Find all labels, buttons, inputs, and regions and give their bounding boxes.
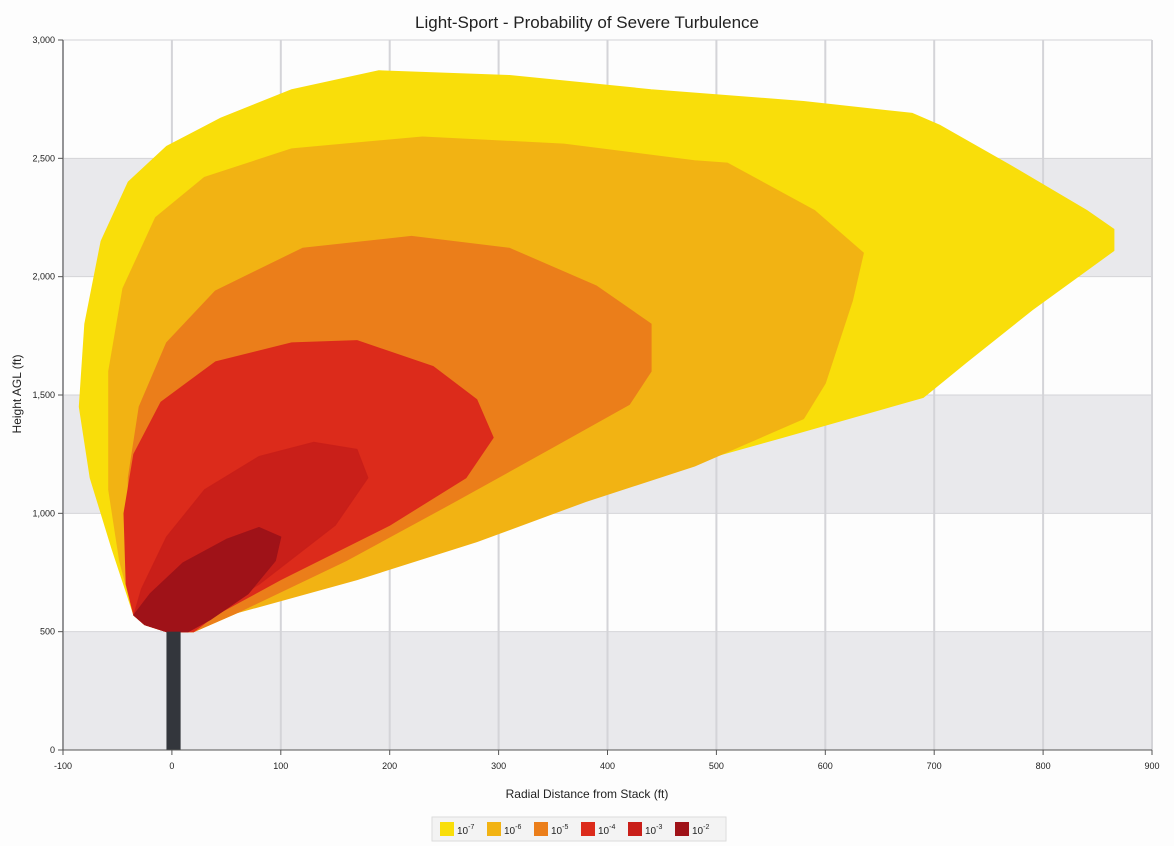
legend-label: 10-4 (598, 824, 615, 837)
legend-swatch (534, 822, 548, 836)
legend-swatch (440, 822, 454, 836)
x-tick-label: 700 (927, 761, 942, 771)
y-axis-ticks: 0 500 1,000 1,500 2,000 2,500 3,000 (32, 35, 63, 755)
y-tick-label: 1,000 (32, 508, 55, 518)
legend-swatch (581, 822, 595, 836)
probability-contours (78, 70, 1115, 633)
x-axis-title: Radial Distance from Stack (ft) (506, 787, 669, 801)
x-tick-label: -100 (54, 761, 72, 771)
stack (166, 631, 181, 750)
x-tick-label: 900 (1144, 761, 1159, 771)
x-axis-ticks: -100 0 100 200 300 400 500 600 700 800 900 (54, 750, 1160, 771)
legend-label: 10-7 (457, 824, 474, 837)
stack-bar (166, 631, 181, 750)
chart-title: Light-Sport - Probability of Severe Turb… (415, 13, 759, 32)
legend-label: 10-6 (504, 824, 521, 837)
legend-swatch (675, 822, 689, 836)
y-tick-label: 0 (50, 745, 55, 755)
legend-label: 10-3 (645, 824, 662, 837)
x-tick-label: 600 (818, 761, 833, 771)
x-tick-label: 200 (382, 761, 397, 771)
x-tick-label: 300 (491, 761, 506, 771)
y-tick-label: 2,500 (32, 153, 55, 163)
x-tick-label: 0 (169, 761, 174, 771)
y-axis-title: Height AGL (ft) (10, 355, 24, 434)
legend-label: 10-5 (551, 824, 568, 837)
x-tick-label: 500 (709, 761, 724, 771)
legend-label: 10-2 (692, 824, 709, 837)
legend-swatch (487, 822, 501, 836)
legend-swatch (628, 822, 642, 836)
y-tick-label: 1,500 (32, 390, 55, 400)
x-tick-label: 400 (600, 761, 615, 771)
x-tick-label: 100 (273, 761, 288, 771)
y-tick-label: 500 (40, 627, 55, 637)
x-tick-label: 800 (1036, 761, 1051, 771)
legend: 10-7 10-6 10-5 10-4 10-3 10-2 (431, 816, 727, 842)
y-tick-label: 3,000 (32, 35, 55, 45)
y-tick-label: 2,000 (32, 272, 55, 282)
